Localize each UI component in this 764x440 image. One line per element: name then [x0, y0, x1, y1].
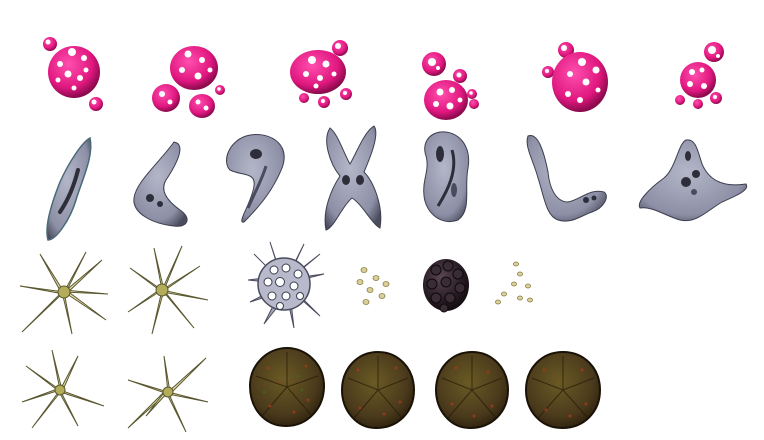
amoeba-cell-4 — [320, 124, 386, 234]
seed-debris-2 — [494, 260, 534, 306]
pink-spore-cluster-4 — [416, 48, 486, 124]
amoeba-cell-2 — [130, 140, 194, 228]
pink-spore-cluster-6 — [672, 40, 732, 112]
amoeba-cell-1 — [42, 136, 98, 244]
star-pollen-2 — [124, 242, 214, 338]
seed-debris-1 — [356, 266, 392, 306]
amoeba-cell-5 — [418, 130, 474, 224]
black-berry-cell — [420, 256, 472, 314]
star-pollen-3 — [18, 346, 108, 432]
star-pollen-4 — [124, 352, 212, 434]
star-pollen-1 — [16, 248, 112, 338]
pink-spore-cluster-2 — [150, 42, 230, 122]
brown-disc-1 — [248, 346, 326, 428]
pink-spore-cluster-3 — [286, 38, 358, 112]
amoeba-cell-7 — [636, 138, 752, 224]
grey-spiked-pollen — [244, 240, 326, 330]
pink-spore-cluster-1 — [38, 34, 110, 114]
brown-disc-2 — [340, 350, 416, 430]
brown-disc-3 — [434, 350, 510, 430]
amoeba-cell-6 — [524, 132, 610, 224]
pink-spore-cluster-5 — [540, 40, 612, 116]
brown-disc-4 — [524, 350, 602, 430]
amoeba-cell-3 — [222, 132, 294, 224]
